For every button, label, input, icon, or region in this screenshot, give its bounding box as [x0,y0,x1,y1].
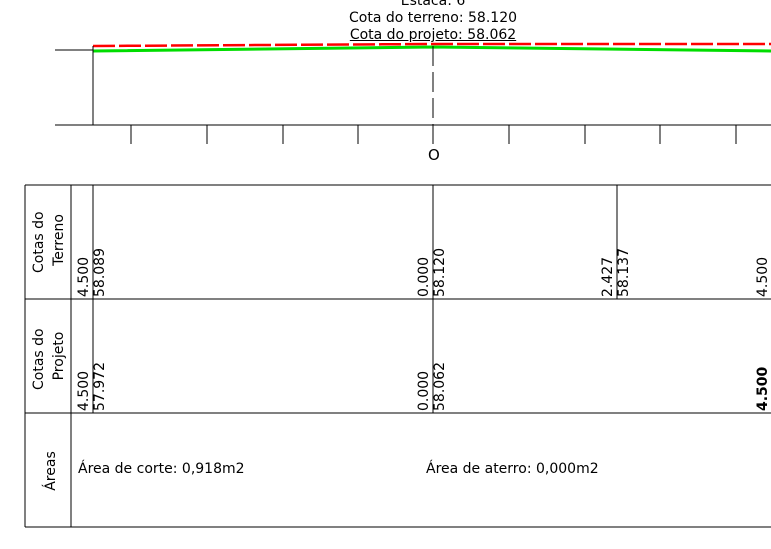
project-offset-right: 4.500 [755,366,771,411]
data-table-frame [24,184,771,528]
terrain-row-label-line2: Terreno [51,214,67,266]
cut-area-label: Área de corte: 0,918m2 [78,461,245,477]
center-axis-label: O [428,146,440,164]
areas-row-label: Áreas [43,451,59,491]
terrain-elevation-center: 58.120 [432,248,448,297]
project-elevation-center: 58.062 [432,362,448,411]
project-offset-left: 4.500 [76,370,92,411]
terrain-offset-right-2: 4.500 [755,256,771,297]
project-row-label-line2: Projeto [51,331,67,381]
fill-area-label: Área de aterro: 0,000m2 [426,461,599,477]
scale-ticks [130,125,737,144]
terrain-elevation-label: Cota do terreno: 58.120 [348,10,518,26]
terrain-line [92,45,771,53]
terrain-elevation-left: 58.089 [92,248,108,297]
project-elevation-label: Cota do projeto: 58.062 [349,27,517,43]
terrain-offset-right-1: 2.427 [600,256,616,297]
project-line [92,42,771,48]
terrain-row-label-line1: Cotas do [31,211,47,273]
project-row-label-line1: Cotas do [31,328,47,390]
terrain-elevation-right-1: 58.137 [616,248,632,297]
terrain-offset-left: 4.500 [76,256,92,297]
terrain-offset-center: 0.000 [416,256,432,297]
project-offset-center: 0.000 [416,370,432,411]
station-label: Estaca: 6 [400,0,466,9]
project-elevation-left: 57.972 [92,362,108,411]
